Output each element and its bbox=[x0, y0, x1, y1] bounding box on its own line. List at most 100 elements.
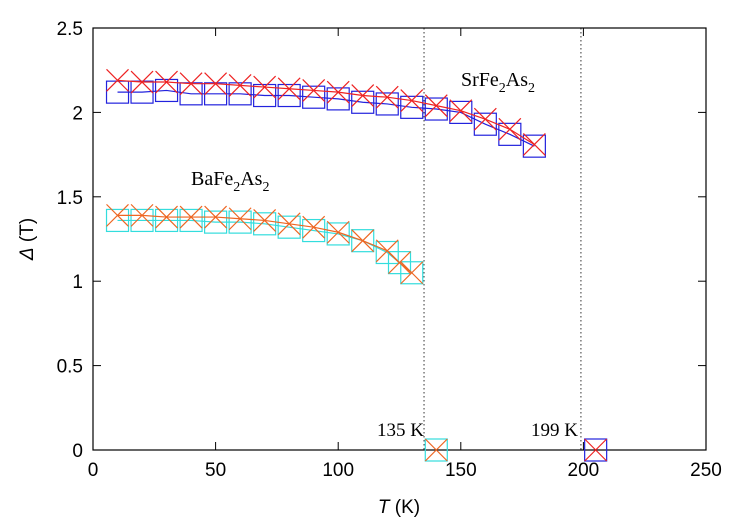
annot-sr-base: SrFe bbox=[461, 69, 499, 91]
annot-sr-sub1: 2 bbox=[499, 81, 506, 96]
data-point-cross bbox=[204, 205, 228, 229]
data-point-square bbox=[498, 122, 522, 146]
data-point-square bbox=[375, 92, 399, 116]
series-SrFe2As2-cross bbox=[106, 68, 608, 462]
data-point-square bbox=[204, 210, 228, 234]
data-point-cross bbox=[302, 79, 326, 102]
y-axis-label: Δ (T) bbox=[17, 218, 38, 261]
data-point-square bbox=[424, 438, 448, 462]
y-tick-label: 1 bbox=[72, 272, 83, 293]
data-point-square bbox=[387, 251, 412, 275]
annot-sr-mid: As bbox=[506, 69, 528, 91]
x-tick-label: 250 bbox=[690, 460, 722, 481]
data-point-square bbox=[326, 87, 350, 111]
y-tick-label: 1.5 bbox=[57, 188, 83, 209]
data-point-square bbox=[302, 218, 326, 243]
x-tick-label: 0 bbox=[88, 460, 99, 481]
data-point-cross bbox=[155, 70, 178, 94]
data-point-cross bbox=[400, 89, 424, 113]
data-point-cross bbox=[277, 212, 301, 236]
data-point-cross bbox=[351, 229, 375, 253]
x-tick-label: 200 bbox=[568, 460, 600, 481]
y-tick-label: 2 bbox=[72, 103, 83, 124]
plot-frame bbox=[92, 27, 707, 451]
data-point-cross bbox=[106, 203, 129, 227]
data-point-cross bbox=[179, 205, 203, 229]
data-point-square bbox=[179, 208, 203, 233]
data-point-cross bbox=[375, 85, 399, 109]
data-point-square bbox=[105, 208, 130, 233]
data-point-cross bbox=[204, 72, 228, 96]
data-point-square bbox=[351, 229, 375, 253]
data-point-cross bbox=[253, 75, 277, 99]
data-point-square bbox=[179, 82, 203, 106]
data-point-cross bbox=[277, 77, 301, 101]
data-point-cross bbox=[424, 94, 448, 118]
data-point-square bbox=[277, 83, 301, 108]
data-point-square bbox=[375, 240, 399, 265]
data-point-cross bbox=[584, 438, 608, 462]
axis-ticks: 0 50 100 150 200 250 0 0.5 1 1.5 2 2.5 bbox=[57, 19, 722, 481]
series-BaFe2As2-cross bbox=[106, 203, 448, 462]
x-axis-label: T (K) bbox=[378, 497, 420, 518]
data-point-square bbox=[253, 212, 277, 236]
data-point-square bbox=[228, 210, 252, 234]
annotation-bafe2as2: BaFe2As2 bbox=[191, 168, 269, 195]
data-point-square bbox=[584, 438, 608, 462]
data-point-cross bbox=[228, 207, 252, 231]
data-series bbox=[105, 68, 608, 462]
vline-label-135k: 135 K bbox=[377, 420, 424, 441]
data-point-square bbox=[277, 215, 301, 239]
data-point-cross bbox=[253, 209, 277, 232]
data-point-cross bbox=[130, 203, 154, 227]
data-point-cross bbox=[302, 215, 326, 239]
data-point-cross bbox=[179, 72, 203, 96]
data-point-square bbox=[154, 208, 179, 233]
series-BaFe2As2-square bbox=[105, 208, 448, 462]
data-point-cross bbox=[130, 70, 154, 94]
data-point-square bbox=[522, 134, 546, 158]
data-point-cross bbox=[473, 107, 497, 131]
y-tick-label: 0 bbox=[72, 441, 83, 462]
data-point-cross bbox=[449, 99, 473, 123]
data-point-square bbox=[154, 78, 179, 103]
data-point-square bbox=[204, 82, 228, 106]
annot-ba-base: BaFe bbox=[191, 168, 233, 190]
data-point-square bbox=[449, 100, 473, 125]
data-point-cross bbox=[351, 84, 375, 107]
data-point-square bbox=[130, 208, 154, 233]
data-point-cross bbox=[388, 251, 411, 275]
y-tick-label: 2.5 bbox=[57, 19, 83, 40]
data-point-square bbox=[130, 80, 154, 104]
series-line bbox=[117, 214, 413, 274]
data-point-cross bbox=[498, 117, 522, 141]
data-point-square bbox=[326, 222, 350, 246]
x-axis-unit: (K) bbox=[390, 497, 421, 518]
data-point-cross bbox=[155, 205, 178, 229]
x-tick-label: 100 bbox=[322, 460, 354, 481]
series-line bbox=[117, 219, 413, 274]
data-point-square bbox=[228, 82, 252, 106]
data-point-square bbox=[424, 97, 448, 121]
x-axis-var: T bbox=[378, 497, 391, 518]
series-line bbox=[117, 79, 535, 145]
data-point-cross bbox=[228, 73, 252, 97]
y-axis-var: Δ bbox=[17, 247, 38, 261]
data-point-cross bbox=[424, 438, 448, 462]
data-point-cross bbox=[400, 261, 424, 285]
data-point-cross bbox=[106, 68, 129, 92]
data-point-square bbox=[253, 83, 277, 108]
annotation-srfe2as2: SrFe2As2 bbox=[461, 69, 535, 96]
data-point-cross bbox=[326, 80, 350, 104]
data-point-square bbox=[302, 85, 326, 109]
x-tick-label: 50 bbox=[205, 460, 226, 481]
data-point-cross bbox=[326, 220, 350, 244]
y-axis-unit: (T) bbox=[17, 218, 38, 248]
series-SrFe2As2-square bbox=[105, 78, 608, 462]
annot-ba-mid: As bbox=[240, 168, 262, 190]
data-point-square bbox=[400, 261, 424, 285]
annot-ba-sub2: 2 bbox=[262, 180, 269, 195]
data-point-square bbox=[400, 95, 424, 119]
data-point-cross bbox=[522, 133, 546, 156]
y-tick-label: 0.5 bbox=[57, 357, 83, 378]
